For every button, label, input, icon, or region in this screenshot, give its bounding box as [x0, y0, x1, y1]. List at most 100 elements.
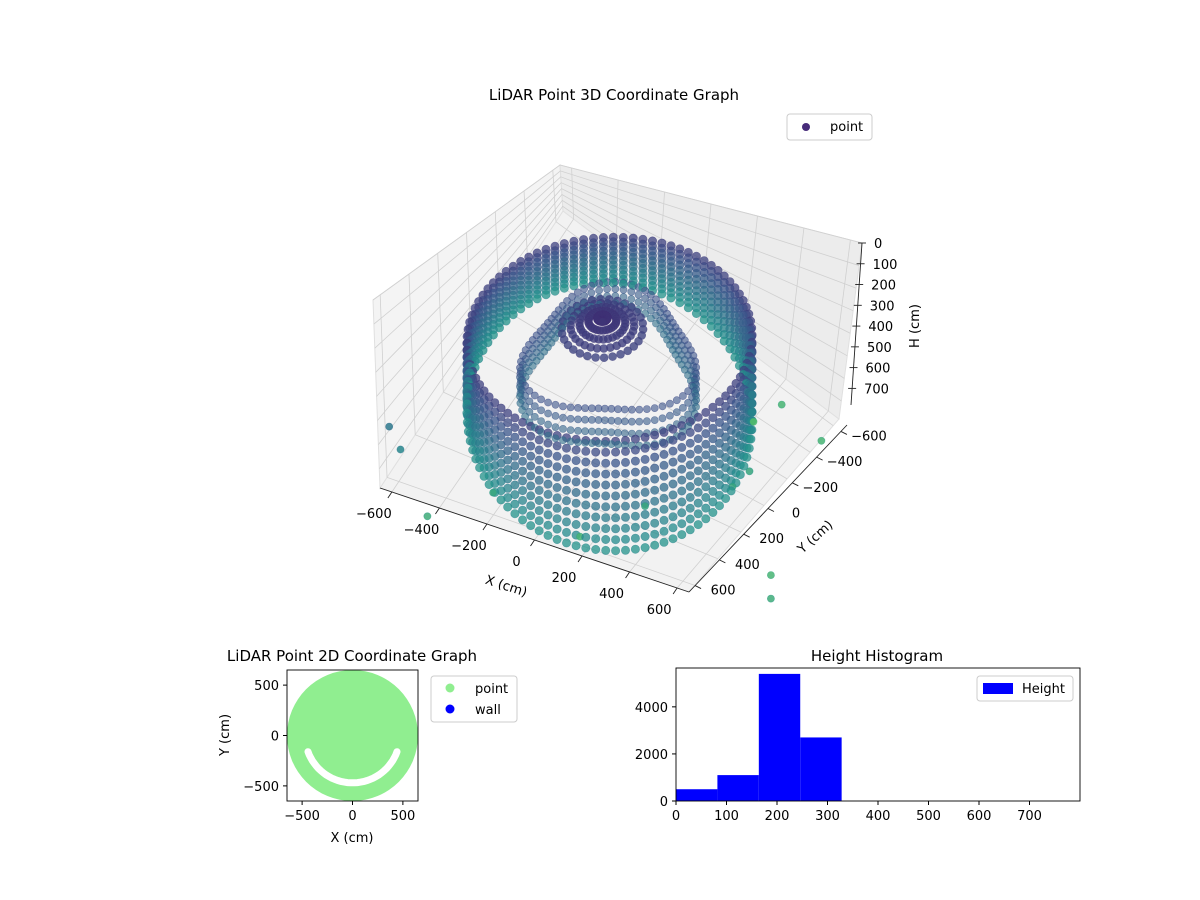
chart-3d-point-wall: [650, 518, 660, 528]
chart-3d-point-wall: [620, 512, 630, 522]
chart-3d-point-inner: [607, 404, 616, 413]
chart-3d-point-inner: [537, 395, 545, 404]
histogram-title: Height Histogram: [811, 647, 943, 665]
chart-3d-point-center: [608, 352, 617, 361]
chart-2d-ylabel: Y (cm): [218, 714, 233, 757]
chart-3d-point-inner: [528, 361, 537, 370]
chart-3d-point-inner: [588, 427, 596, 436]
chart-3d-point-inner: [684, 387, 692, 395]
chart-3d-point-wall: [475, 454, 485, 464]
chart-3d-point-inner: [607, 416, 616, 425]
chart-3d-point-inner: [603, 285, 611, 293]
chart-3d-point-inner: [620, 429, 629, 438]
chart-3d-point-wall: [630, 445, 640, 455]
chart-3d-point-wall: [650, 485, 660, 495]
chart-3d-point-inner: [647, 314, 655, 323]
chart-3d-point-wall: [591, 534, 601, 544]
histogram-x-tick-label: 700: [1017, 809, 1042, 824]
histogram-x-tick-label: 500: [916, 809, 941, 824]
chart-3d-point-wall: [518, 495, 528, 505]
chart-3d-point-inner: [581, 438, 589, 447]
histogram-x-tick-label: 0: [672, 809, 680, 824]
chart-3d-point-inner: [525, 397, 534, 406]
chart-3d-z-tick-label: 700: [864, 382, 889, 397]
chart-3d-point-outlier: [396, 445, 405, 454]
chart-3d-point-wall: [591, 490, 601, 500]
chart-3d-point-inner: [551, 423, 560, 431]
chart-3d-point-wall: [601, 502, 611, 512]
chart-3d-point-wall: [691, 308, 701, 318]
chart-3d-point-wall: [561, 443, 571, 453]
chart-3d-point-inner: [530, 412, 539, 421]
chart-3d-point-wall: [503, 418, 513, 428]
chart-3d-point-wall: [534, 485, 544, 495]
chart-3d-point-wall: [659, 515, 669, 525]
chart-3d-point-wall: [659, 493, 669, 503]
chart-3d-point-wall: [475, 438, 485, 448]
chart-3d-point-wall: [677, 497, 687, 507]
chart-3d-x-tick: [625, 571, 630, 579]
chart-3d-point-wall: [601, 524, 611, 534]
chart-2d-points: [287, 670, 418, 801]
chart-3d-point-wall: [701, 418, 711, 428]
chart-3d-point-wall: [630, 522, 640, 532]
chart-3d-gridline-z: [373, 170, 860, 325]
chart-3d-point-wall: [518, 505, 528, 515]
chart-3d-point-inner: [574, 415, 582, 424]
chart-3d-point-wall: [630, 489, 640, 499]
chart-3d-point-wall: [714, 407, 724, 417]
chart-3d-point-wall: [693, 487, 703, 497]
chart-3d-point-wall: [543, 520, 553, 530]
chart-3d-point-inner: [587, 281, 596, 290]
chart-3d-point-wall: [668, 457, 678, 467]
chart-2d-gap-arc: [304, 748, 401, 787]
chart-3d-point-wall: [503, 408, 513, 418]
chart-3d-point-wall: [693, 520, 703, 530]
chart-3d-point-wall: [510, 461, 520, 471]
chart-3d-point-wall: [650, 452, 660, 462]
chart-3d-point-wall: [526, 471, 536, 481]
chart-3d-point-wall: [620, 523, 630, 533]
chart-3d-point-wall: [571, 466, 581, 476]
chart-3d-point-wall: [601, 491, 611, 501]
chart-3d-point-wall: [550, 286, 560, 296]
chart-3d-point-wall: [742, 452, 752, 462]
chart-3d-point-wall: [675, 298, 685, 308]
chart-3d-z-tick-label: 200: [871, 279, 896, 294]
chart-3d-point-inner: [559, 413, 567, 422]
chart-3d-point-wall: [475, 446, 485, 456]
chart-3d-z-tick-label: 0: [874, 237, 882, 252]
chart-3d-point-wall: [668, 435, 678, 445]
histogram-y-tick-label: 0: [660, 795, 668, 810]
chart-3d-point-inner: [574, 438, 582, 447]
chart-3d-point-inner: [607, 440, 616, 448]
chart-3d-point-wall: [611, 524, 621, 534]
chart-3d-point-inner: [628, 405, 636, 414]
chart-3d-point-center: [616, 349, 625, 359]
chart-3d-point-wall: [708, 476, 718, 486]
chart-3d-point-inner: [614, 417, 622, 425]
chart-3d-point-inner: [666, 411, 674, 420]
histogram-x-tick-label: 300: [815, 809, 840, 824]
chart-3d-point-wall: [701, 461, 711, 471]
chart-3d-point-wall: [543, 489, 553, 499]
chart-3d-y-tick: [719, 559, 726, 564]
chart-3d-point-wall: [561, 454, 571, 464]
chart-3d-point-wall: [693, 509, 703, 519]
chart-3d-point-inner: [634, 290, 643, 299]
chart-3d-point-wall: [591, 512, 601, 522]
chart-3d-point-wall: [650, 463, 660, 473]
chart-3d-point-inner: [588, 415, 596, 424]
chart-3d-point-wall: [701, 407, 711, 417]
chart-3d-point-inner: [652, 319, 660, 328]
chart-3d-point-wall: [630, 434, 640, 444]
histogram-legend-frame: [976, 675, 1074, 702]
chart-3d-point-wall: [685, 503, 695, 513]
histogram-x-tick-label: 200: [765, 809, 790, 824]
chart-3d-point-wall: [518, 437, 528, 447]
histogram-legend: Height: [976, 675, 1074, 702]
chart-3d-point-inner: [551, 400, 560, 409]
chart-3d-point-wall: [668, 534, 678, 544]
chart-3d-gridline-x-wall: [437, 253, 444, 393]
chart-3d-point-inner: [658, 402, 667, 411]
